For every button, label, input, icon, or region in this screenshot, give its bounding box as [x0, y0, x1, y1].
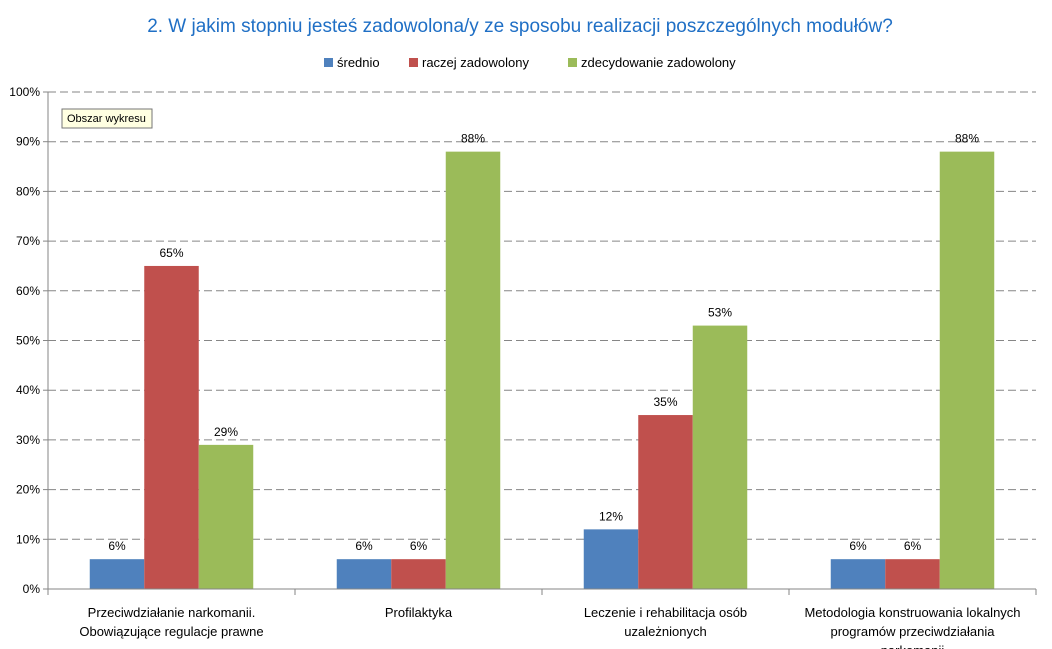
legend-swatch [409, 58, 418, 67]
chart-title: 2. W jakim stopniu jesteś zadowolona/y z… [147, 16, 893, 37]
data-label: 6% [904, 539, 922, 553]
bar [638, 415, 693, 589]
x-axis: Przeciwdziałanie narkomanii. Obowiązujące… [47, 588, 1037, 649]
bar [89, 559, 145, 589]
y-tick-label: 80% [16, 184, 40, 198]
data-label: 88% [955, 132, 979, 146]
data-labels: 6% 6% 12% 6% 65% 6% 35% 6% 29% 88% 53% 88% [108, 132, 979, 554]
y-tick-label: 30% [16, 433, 40, 447]
legend-swatch [568, 58, 577, 67]
legend: średnio raczej zadowolony zdecydowanie zad… [324, 55, 736, 70]
bar [445, 151, 501, 589]
bar [336, 559, 392, 589]
category-label: Leczenie i rehabilitacja osób uzależniony… [584, 605, 747, 639]
data-label: 6% [108, 539, 126, 553]
bar [885, 559, 940, 589]
bar [583, 529, 639, 589]
gridlines [48, 91, 1036, 540]
y-tick-label: 90% [16, 135, 40, 149]
y-tick-label: 70% [16, 234, 40, 248]
y-tick-label: 10% [16, 532, 40, 546]
y-tick-label: 100% [9, 85, 40, 99]
bar [144, 265, 199, 589]
data-label: 12% [599, 509, 623, 523]
tooltip-box [61, 108, 153, 129]
category-label: Profilaktyka [385, 605, 453, 620]
chart-area-tooltip: Obszar wykresu [61, 108, 153, 129]
legend-label: zdecydowanie zadowolony [581, 55, 736, 70]
bar [692, 325, 748, 589]
bar [830, 559, 886, 589]
legend-label: średnio [337, 55, 380, 70]
data-label: 6% [355, 539, 373, 553]
y-axis: 0% 10% 20% 30% 40% 50% 60% 70% 80% 90% 100% [9, 85, 49, 596]
data-label: 6% [410, 539, 428, 553]
category-label: Przeciwdziałanie narkomanii. Obowiązujące… [79, 605, 263, 639]
y-tick-label: 40% [16, 383, 40, 397]
data-label: 29% [214, 425, 238, 439]
y-tick-label: 60% [16, 284, 40, 298]
bar [198, 444, 254, 589]
data-label: 35% [653, 395, 677, 409]
bars [89, 151, 995, 589]
category-label: Metodologia konstruowania lokalnych progr… [804, 605, 1020, 649]
tooltip-label: Obszar wykresu [67, 113, 146, 125]
legend-swatch [324, 58, 333, 67]
data-label: 65% [159, 246, 183, 260]
data-label: 53% [708, 306, 732, 320]
data-label: 88% [461, 132, 485, 146]
bar [939, 151, 995, 589]
bar [391, 559, 446, 589]
legend-label: raczej zadowolony [422, 55, 529, 70]
data-label: 6% [849, 539, 867, 553]
y-tick-label: 20% [16, 483, 40, 497]
y-tick-label: 50% [16, 334, 40, 348]
y-tick-label: 0% [23, 582, 41, 596]
